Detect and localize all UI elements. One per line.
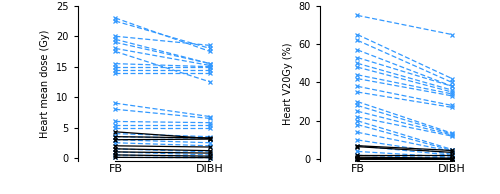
Y-axis label: Heart mean dose (Gy): Heart mean dose (Gy) — [40, 29, 50, 138]
Y-axis label: Heart V20Gy (%): Heart V20Gy (%) — [282, 42, 292, 125]
